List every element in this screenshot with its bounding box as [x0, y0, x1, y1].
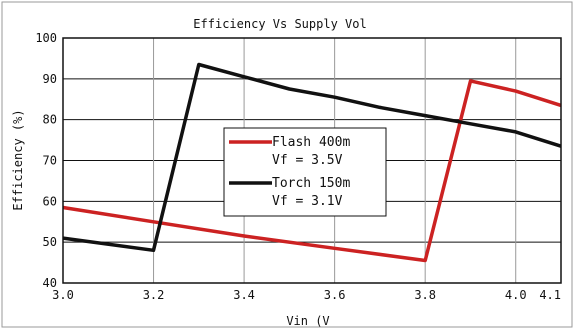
y-tick-label: 70 [43, 154, 57, 168]
legend-label-torch: Torch 150m [272, 176, 350, 191]
legend: Flash 400m Vf = 3.5V Torch 150m Vf = 3.1… [223, 127, 387, 217]
series-line-1 [62, 62, 562, 253]
y-tick-label: 50 [43, 235, 57, 249]
y-tick-label: 90 [43, 72, 57, 86]
x-tick-label: 3.8 [414, 288, 436, 302]
plot-border [62, 37, 562, 284]
y-axis-label: Efficiency (%) [11, 109, 25, 210]
y-tick-label: 80 [43, 113, 57, 127]
legend-sublabel-torch: Vf = 3.1V [272, 194, 343, 209]
tick-labels: 40 50 60 70 80 90 100 3.0 3.2 3.4 3.6 3.8 4.0 4.1 [35, 31, 561, 302]
x-tick-label: 3.2 [143, 288, 165, 302]
x-tick-label: 4.1 [539, 288, 561, 302]
y-tick-label: 100 [35, 31, 57, 45]
x-axis-label: Vin (V [286, 314, 329, 328]
x-tick-label: 4.0 [505, 288, 527, 302]
x-tick-label: 3.6 [324, 288, 346, 302]
y-tick-label: 60 [43, 194, 57, 208]
x-tick-label: 3.4 [233, 288, 255, 302]
series-lines [62, 62, 562, 263]
y-tick-label: 40 [43, 276, 57, 290]
x-tick-label: 3.0 [52, 288, 74, 302]
legend-label-flash: Flash 400m [272, 135, 350, 150]
legend-sublabel-flash: Vf = 3.5V [272, 153, 343, 168]
series-line-0 [62, 79, 562, 263]
chart-title: Efficiency Vs Supply Vol [193, 17, 366, 31]
